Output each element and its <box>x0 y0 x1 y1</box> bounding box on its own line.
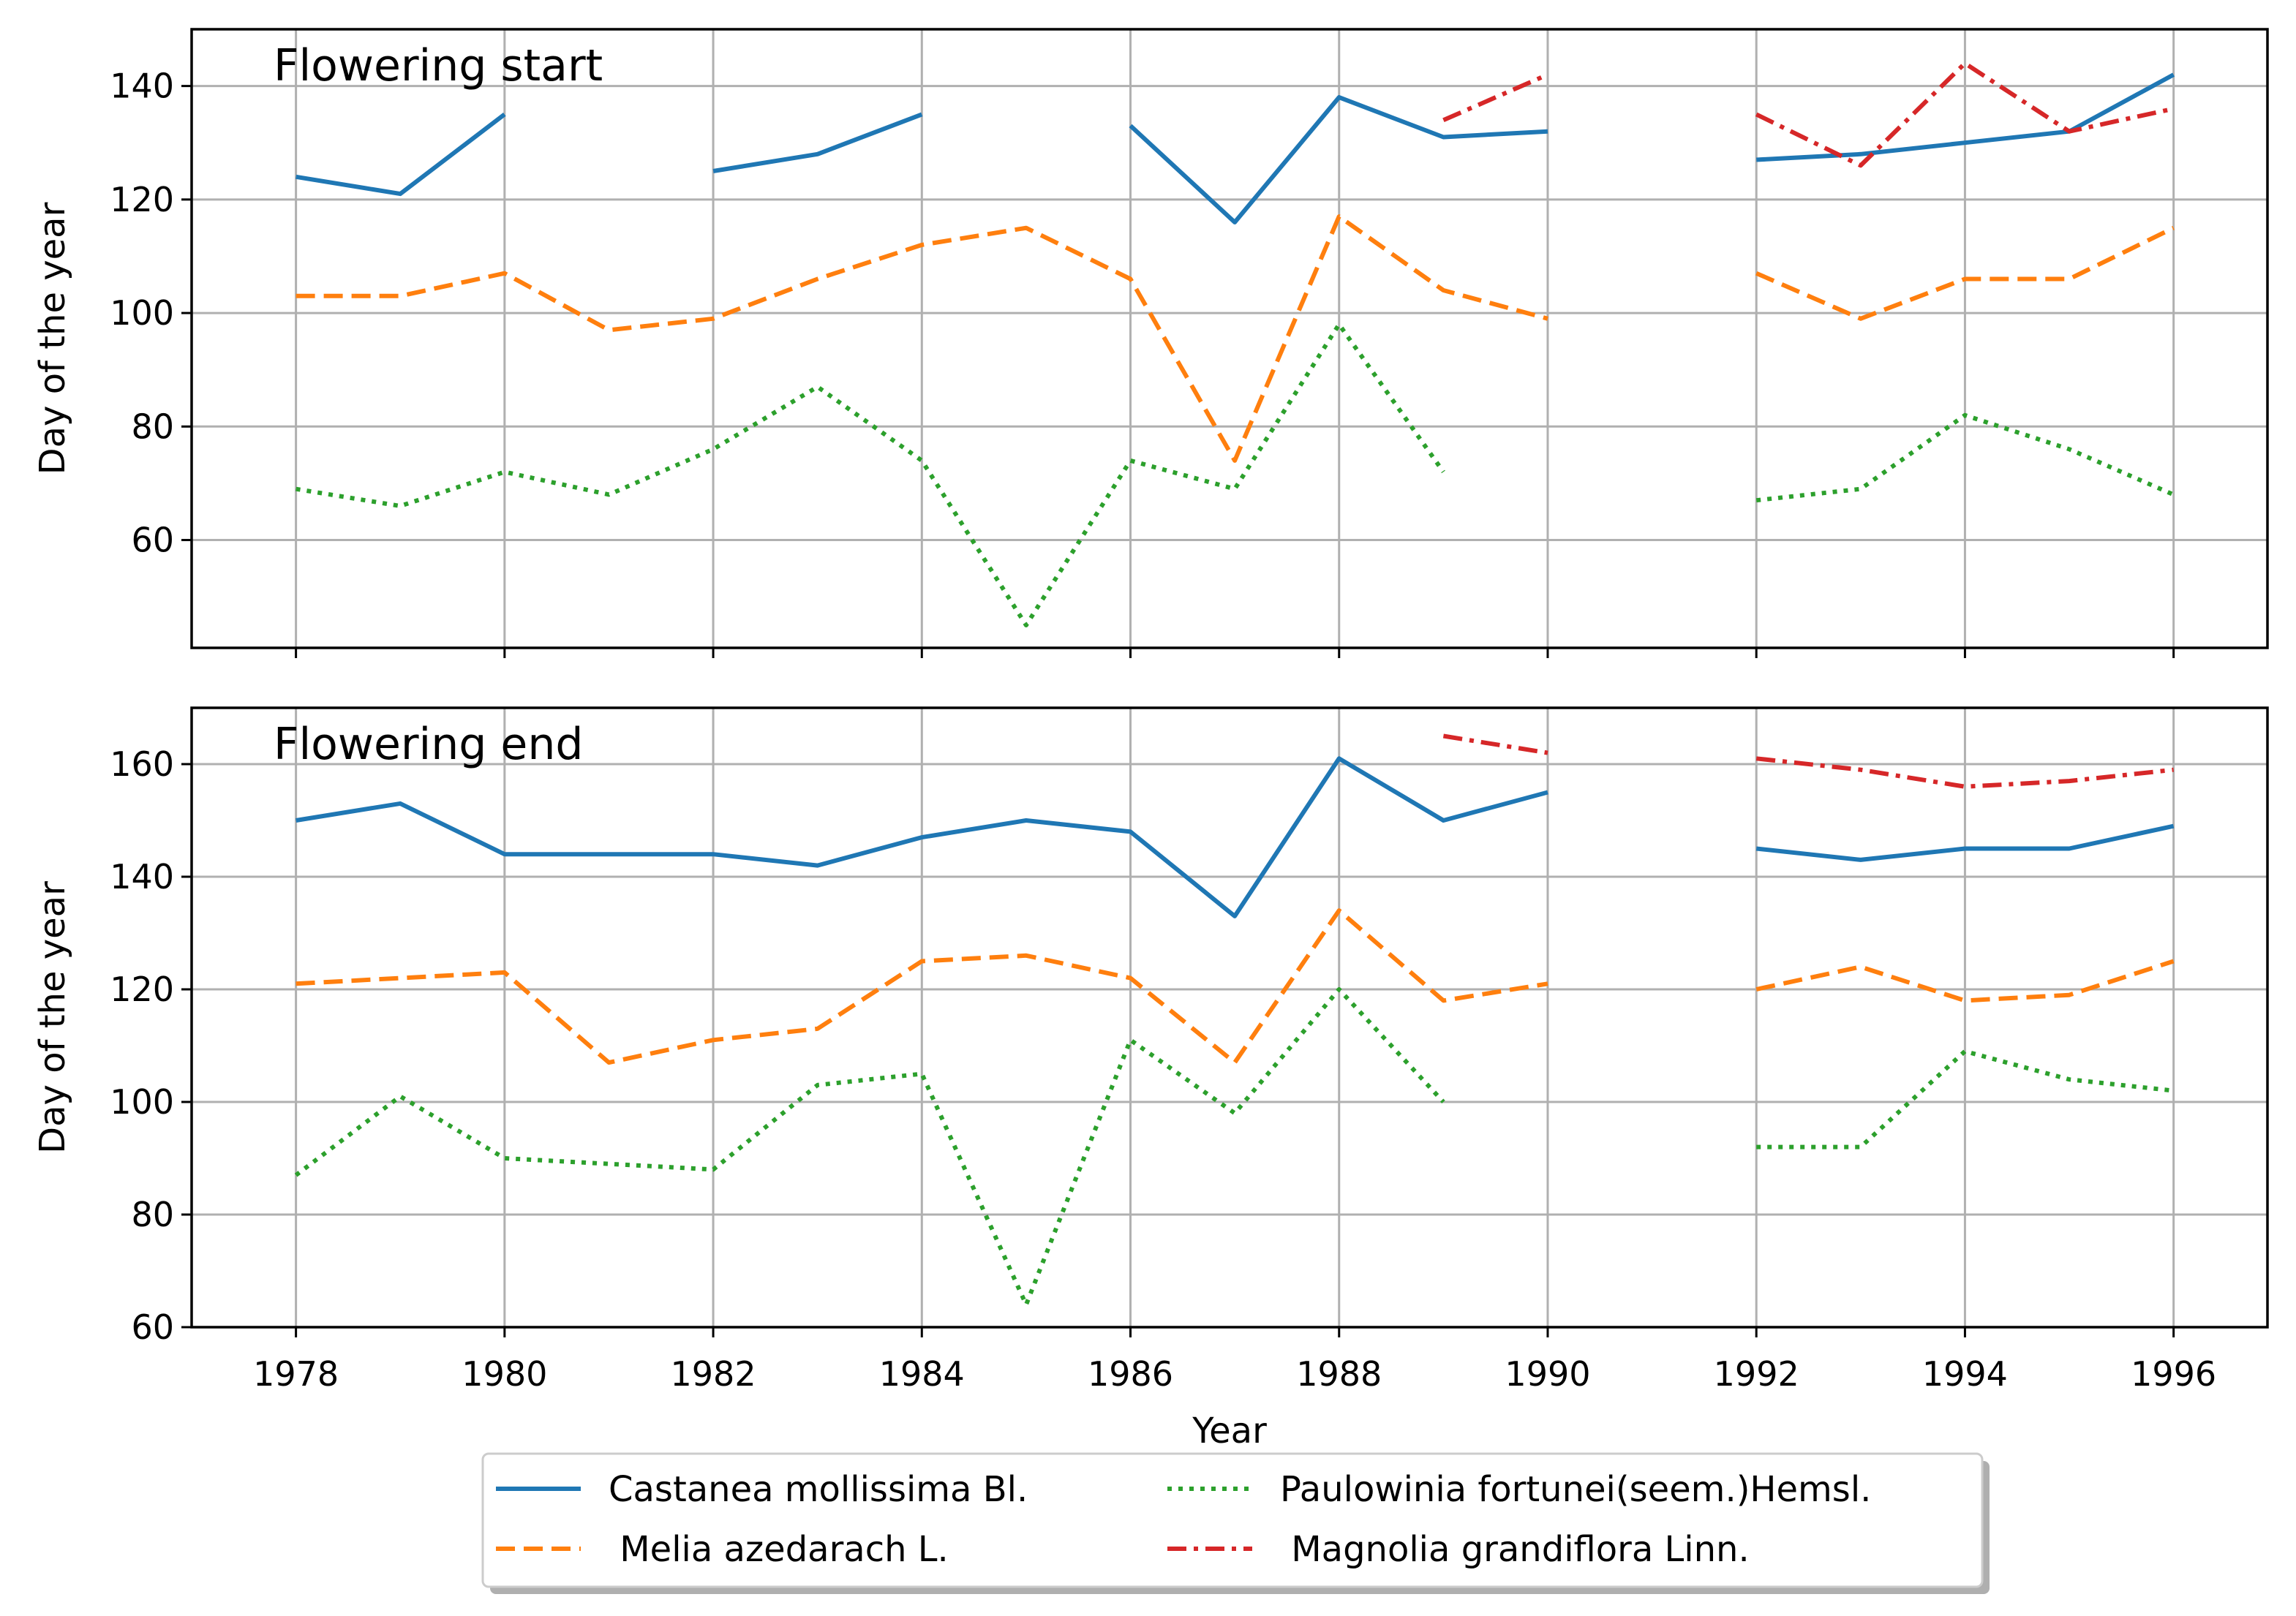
series-line-2 <box>296 322 2175 627</box>
y-tick-label: 160 <box>110 744 174 784</box>
legend-box <box>481 1452 1984 1588</box>
y-tick-label: 100 <box>110 1082 174 1122</box>
x-tick-label: 1982 <box>671 1354 756 1394</box>
y-tick-label: 80 <box>131 1195 174 1234</box>
x-tick-label: 1996 <box>2131 1354 2216 1394</box>
plot-frame <box>190 28 2269 649</box>
y-tick-label: 140 <box>110 857 174 896</box>
series-line-3 <box>1442 733 2174 789</box>
plot-frame <box>190 706 2269 1329</box>
legend-label: Castanea mollissima Bl. <box>609 1469 1028 1510</box>
x-tick-label: 1978 <box>253 1354 339 1394</box>
y-axis-label: Day of the year <box>32 881 73 1154</box>
x-tick-label: 1988 <box>1296 1354 1382 1394</box>
x-axis-label: Year <box>1192 1411 1267 1451</box>
series-line-1 <box>296 908 2175 1065</box>
y-tick-label: 120 <box>110 970 174 1009</box>
series-line-0 <box>296 72 2175 224</box>
legend: Castanea mollissima Bl. Paulowinia fortun… <box>481 1452 1990 1594</box>
y-axis-label: Day of the year <box>32 202 73 475</box>
y-tick-label: 120 <box>110 180 174 219</box>
series-line-0 <box>296 756 2175 918</box>
panel-flowering-start: 60 80 100 120 140 Flowering start Day of the y… <box>32 28 2269 658</box>
y-tick-label: 60 <box>131 1307 174 1347</box>
legend-label: Paulowinia fortunei(seem.)Hemsl. <box>1280 1469 1871 1510</box>
series-line-3 <box>1442 61 2175 168</box>
x-tick-label: 1990 <box>1505 1354 1590 1394</box>
panel-flowering-end: 60 80 100 120 140 160 1978 1980 1982 1984 1986 1988… <box>32 706 2269 1451</box>
y-tick-label: 60 <box>131 521 174 560</box>
x-tick-label: 1992 <box>1714 1354 1799 1394</box>
x-tick-label: 1984 <box>879 1354 965 1394</box>
legend-label: Melia azedarach L. <box>609 1529 949 1570</box>
series-line-2 <box>294 987 2174 1307</box>
panel-title: Flowering start <box>274 40 603 91</box>
x-tick-label: 1986 <box>1088 1354 1173 1394</box>
legend-label: Magnolia grandiflora Linn. <box>1280 1529 1750 1570</box>
series-line-1 <box>296 214 2175 463</box>
panel-title: Flowering end <box>274 719 583 770</box>
x-tick-label: 1980 <box>462 1354 547 1394</box>
y-tick-label: 100 <box>110 293 174 333</box>
x-tick-label: 1994 <box>1922 1354 2008 1394</box>
y-tick-label: 80 <box>131 407 174 446</box>
y-tick-label: 140 <box>110 67 174 106</box>
